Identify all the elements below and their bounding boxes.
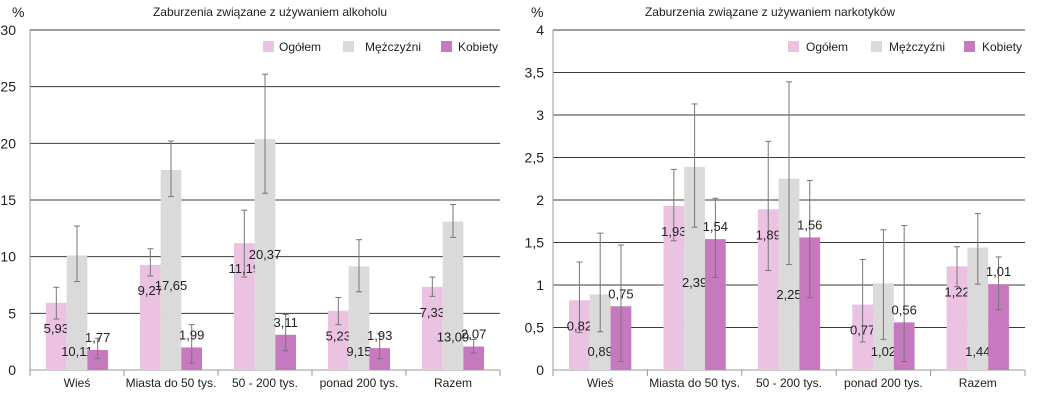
drugs-category-label-ponad-200-tys: ponad 200 tys. xyxy=(844,376,923,390)
drugs-bar-ogolem-50-200-tys xyxy=(757,209,779,370)
drugs-bar-ogolem-wies xyxy=(569,300,590,370)
alcohol-data-label-mezczyzni-ponad-200-tys: 9,15 xyxy=(346,344,371,359)
drugs-bar-kobiety-50-200-tys xyxy=(799,237,821,370)
drugs-y-tick-label: 1 xyxy=(536,277,544,293)
drugs-data-label-mezczyzni-50-200-tys: 2,25 xyxy=(776,287,801,302)
alcohol-category-label-50-200-tys: 50 - 200 tys. xyxy=(232,376,298,390)
alcohol-bar-ogolem-50-200-tys xyxy=(233,243,255,370)
alcohol-data-label-mezczyzni-50-200-tys: 20,37 xyxy=(249,247,282,262)
alcohol-y-tick-label: 10 xyxy=(0,249,16,265)
alcohol-y-tick-label: 25 xyxy=(0,79,16,95)
drugs-data-label-kobiety-ponad-200-tys: 0,56 xyxy=(892,302,917,317)
alcohol-category-label-miasta-do-50-tys: Miasta do 50 tys. xyxy=(126,376,217,390)
drugs-bar-mezczyzni-50-200-tys xyxy=(778,178,800,370)
alcohol-data-label-ogolem-wies: 5,93 xyxy=(44,321,69,336)
drugs-y-tick-label: 3 xyxy=(536,107,544,123)
alcohol-data-label-ogolem-razem: 7,33 xyxy=(420,305,445,320)
drugs-data-label-mezczyzni-razem: 1,44 xyxy=(965,344,990,359)
drugs-data-label-ogolem-50-200-tys: 1,89 xyxy=(756,227,781,242)
drugs-data-label-ogolem-razem: 1,22 xyxy=(944,284,969,299)
alcohol-y-tick-label: 30 xyxy=(0,22,16,38)
drugs-legend-swatch-ogolem xyxy=(788,41,799,52)
alcohol-bar-kobiety-razem xyxy=(463,346,485,370)
drugs-y-tick-label: 0 xyxy=(536,362,544,378)
drugs-legend-swatch-kobiety xyxy=(964,41,975,52)
alcohol-legend-label-kobiety: Kobiety xyxy=(458,40,498,54)
alcohol-bar-ogolem-miasta-do-50-tys xyxy=(139,264,161,370)
drugs-bar-ogolem-razem xyxy=(946,266,968,370)
alcohol-bar-kobiety-wies xyxy=(87,349,109,370)
alcohol-data-label-kobiety-razem: 2,07 xyxy=(461,327,486,342)
alcohol-data-label-ogolem-ponad-200-tys: 5,23 xyxy=(326,329,351,344)
drugs-y-tick-label: 2,5 xyxy=(525,150,545,166)
drugs-y-tick-label: 3,5 xyxy=(525,65,545,81)
drugs-data-label-ogolem-miasta-do-50-tys: 1,93 xyxy=(661,224,686,239)
drugs-data-label-kobiety-razem: 1,01 xyxy=(986,264,1011,279)
alcohol-y-tick-label: 0 xyxy=(8,362,16,378)
drugs-chart: 0 0,5 1 1,5 2 2,5 3 3,5 4% Zaburzenia związane z … xyxy=(525,4,1026,390)
drugs-data-label-kobiety-miasta-do-50-tys: 1,54 xyxy=(703,219,728,234)
drugs-data-label-kobiety-50-200-tys: 1,56 xyxy=(797,217,822,232)
alcohol-bar-mezczyzni-50-200-tys xyxy=(254,139,276,370)
alcohol-data-label-kobiety-50-200-tys: 3,11 xyxy=(274,315,298,330)
alcohol-bar-ogolem-wies xyxy=(45,302,67,370)
alcohol-bar-mezczyzni-miasta-do-50-tys xyxy=(160,169,182,370)
drugs-data-label-kobiety-wies: 0,75 xyxy=(608,286,633,301)
alcohol-bar-mezczyzni-wies xyxy=(66,255,88,370)
alcohol-data-label-ogolem-miasta-do-50-tys: 9,27 xyxy=(138,283,163,298)
drugs-legend-label-mezczyzni: Mężczyźni xyxy=(889,40,945,54)
drugs-y-tick-label: 0,5 xyxy=(525,320,545,336)
alcohol-y-tick-label: 15 xyxy=(0,192,16,208)
alcohol-category-label-razem: Razem xyxy=(434,376,472,390)
alcohol-bar-kobiety-50-200-tys xyxy=(275,334,297,370)
drugs-data-label-ogolem-wies: 0,82 xyxy=(567,318,592,333)
drugs-bar-mezczyzni-razem xyxy=(967,247,989,370)
drugs-y-tick-label: 4 xyxy=(536,22,544,38)
drugs-bar-ogolem-miasta-do-50-tys xyxy=(663,205,685,370)
alcohol-legend-label-ogolem: Ogółem xyxy=(279,40,321,54)
drugs-y-axis-unit: % xyxy=(531,4,543,20)
alcohol-chart-title: Zaburzenia związane z używaniem alkoholu xyxy=(153,5,387,19)
alcohol-category-label-wies: Wieś xyxy=(64,376,91,390)
alcohol-data-label-kobiety-ponad-200-tys: 1,93 xyxy=(367,328,392,343)
alcohol-data-label-mezczyzni-miasta-do-50-tys: 17,65 xyxy=(155,278,188,293)
alcohol-chart-panel: 0 5 10 15 20 25 30% Zaburzenia związane z używa… xyxy=(0,0,520,418)
drugs-y-tick-label: 1,5 xyxy=(525,235,545,251)
alcohol-legend-swatch-kobiety xyxy=(441,41,452,52)
drugs-chart-panel: 0 0,5 1 1,5 2 2,5 3 3,5 4% Zaburzenia związane z … xyxy=(520,0,1043,418)
drugs-legend-label-ogolem: Ogółem xyxy=(806,40,848,54)
alcohol-bar-ogolem-razem xyxy=(421,286,443,370)
drugs-data-label-mezczyzni-wies: 0,89 xyxy=(588,344,613,359)
drugs-bar-kobiety-razem xyxy=(988,284,1009,370)
drugs-data-label-mezczyzni-miasta-do-50-tys: 2,39 xyxy=(682,275,707,290)
alcohol-category-label-ponad-200-tys: ponad 200 tys. xyxy=(320,376,399,390)
alcohol-bar-mezczyzni-ponad-200-tys xyxy=(348,266,370,370)
alcohol-bar-ogolem-ponad-200-tys xyxy=(327,310,349,370)
alcohol-chart: 0 5 10 15 20 25 30% Zaburzenia związane z używa… xyxy=(0,4,501,390)
alcohol-legend-label-mezczyzni: Mężczyźni xyxy=(365,40,421,54)
drugs-category-label-50-200-tys: 50 - 200 tys. xyxy=(756,376,822,390)
drugs-category-label-miasta-do-50-tys: Miasta do 50 tys. xyxy=(649,376,740,390)
drugs-data-label-ogolem-ponad-200-tys: 0,77 xyxy=(850,323,875,338)
drugs-y-tick-label: 2 xyxy=(536,192,544,208)
alcohol-y-axis-unit: % xyxy=(12,4,24,20)
drugs-chart-title: Zaburzenia związane z używaniem narkotyk… xyxy=(645,5,895,19)
alcohol-legend-swatch-mezczyzni xyxy=(343,41,354,52)
alcohol-data-label-kobiety-wies: 1,77 xyxy=(85,330,110,345)
drugs-category-label-razem: Razem xyxy=(959,376,997,390)
drugs-data-label-mezczyzni-ponad-200-tys: 1,02 xyxy=(871,344,896,359)
alcohol-data-label-mezczyzni-razem: 13,09 xyxy=(437,330,470,345)
alcohol-legend-swatch-ogolem xyxy=(263,41,274,52)
alcohol-data-label-kobiety-miasta-do-50-tys: 1,99 xyxy=(179,327,204,342)
drugs-category-label-wies: Wieś xyxy=(587,376,614,390)
alcohol-bar-mezczyzni-razem xyxy=(442,221,464,370)
drugs-bar-kobiety-miasta-do-50-tys xyxy=(704,239,726,370)
drugs-legend-label-kobiety: Kobiety xyxy=(982,40,1022,54)
alcohol-data-label-ogolem-50-200-tys: 11,19 xyxy=(229,261,261,276)
alcohol-y-tick-label: 20 xyxy=(0,135,16,151)
alcohol-y-tick-label: 5 xyxy=(8,305,16,321)
alcohol-data-label-mezczyzni-wies: 10,11 xyxy=(61,344,93,359)
drugs-legend-swatch-mezczyzni xyxy=(871,41,882,52)
drugs-bar-mezczyzni-miasta-do-50-tys xyxy=(684,166,705,370)
